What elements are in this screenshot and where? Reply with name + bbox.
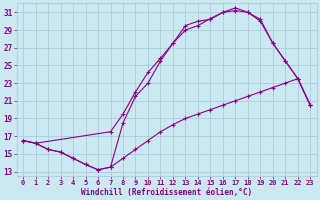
X-axis label: Windchill (Refroidissement éolien,°C): Windchill (Refroidissement éolien,°C)	[81, 188, 252, 197]
